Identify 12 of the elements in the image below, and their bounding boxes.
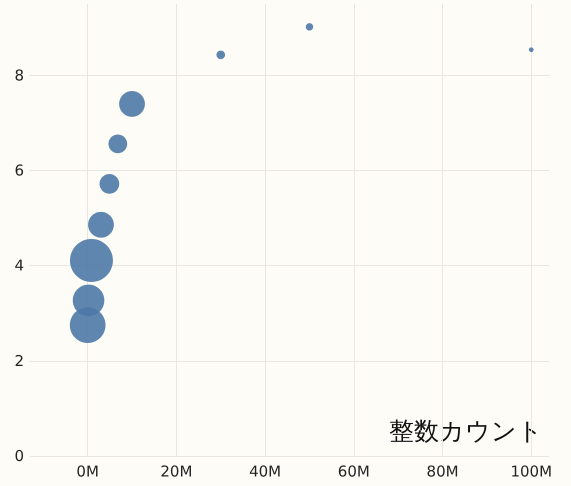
y-tick-label: 2 (14, 352, 24, 370)
y-tick-label: 0 (14, 447, 24, 465)
x-tick-label: 40M (249, 462, 282, 480)
x-tick-label: 0M (76, 462, 99, 480)
x-tick-label: 20M (160, 462, 192, 480)
x-tick-label: 100M (510, 462, 552, 480)
x-tick-label: 80M (426, 462, 459, 480)
y-tick-label: 8 (14, 66, 24, 84)
x-tick-label: 60M (338, 462, 370, 480)
annotation: 整数カウント (389, 418, 543, 446)
y-tick-label: 6 (14, 162, 24, 180)
y-tick-label: 4 (14, 256, 24, 275)
